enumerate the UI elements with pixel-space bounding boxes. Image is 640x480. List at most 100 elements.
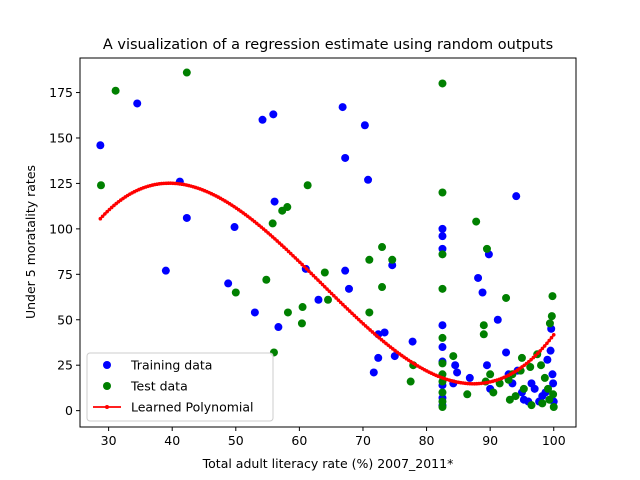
x-tick-label: 40 xyxy=(164,433,180,448)
data-point xyxy=(502,348,511,357)
regression-point xyxy=(549,335,554,340)
data-point xyxy=(380,328,389,337)
regression-point xyxy=(343,304,347,309)
regression-point xyxy=(325,287,329,291)
data-point xyxy=(182,68,191,77)
regression-point xyxy=(284,247,289,252)
regression-point xyxy=(540,346,545,351)
regression-point xyxy=(313,276,318,280)
regression-point xyxy=(352,313,357,318)
regression-point xyxy=(545,341,549,346)
legend-label-training: Training data xyxy=(130,358,212,373)
regression-point xyxy=(316,278,320,282)
data-point xyxy=(546,346,555,355)
regression-point xyxy=(341,302,345,307)
regression-point xyxy=(327,289,332,294)
x-tick-label: 90 xyxy=(482,433,498,448)
data-point xyxy=(540,373,549,382)
regression-point xyxy=(538,349,542,353)
data-point xyxy=(478,288,487,297)
legend: Training data Test data Learned Polynomi… xyxy=(86,352,274,422)
legend-label-polynomial: Learned Polynomial xyxy=(131,400,254,415)
data-point xyxy=(365,308,374,317)
x-tick-label: 100 xyxy=(542,433,566,448)
regression-point xyxy=(277,241,282,245)
data-point xyxy=(344,284,353,293)
data-point xyxy=(303,181,312,190)
regression-point xyxy=(332,293,336,298)
data-point xyxy=(438,232,447,241)
regression-point xyxy=(295,258,300,262)
legend-marker-test xyxy=(103,382,111,390)
data-point xyxy=(502,293,511,302)
data-point xyxy=(270,197,279,206)
data-point xyxy=(161,266,170,275)
regression-point xyxy=(320,282,325,287)
chart-title: A visualization of a regression estimate… xyxy=(103,37,553,53)
data-point xyxy=(133,99,142,108)
regression-point xyxy=(536,351,540,356)
data-point xyxy=(511,392,520,401)
regression-point xyxy=(334,296,338,300)
data-point xyxy=(537,361,546,370)
data-point xyxy=(549,390,558,399)
regression-point xyxy=(302,264,307,269)
data-point xyxy=(298,303,307,312)
legend-marker-polynomial xyxy=(105,405,109,409)
data-point xyxy=(486,370,495,379)
data-point xyxy=(378,283,387,292)
data-point xyxy=(438,224,447,233)
data-point xyxy=(530,384,539,393)
regression-point xyxy=(282,245,286,249)
y-tick-label: 100 xyxy=(49,221,73,236)
y-tick-label: 0 xyxy=(65,403,73,418)
data-point xyxy=(438,250,447,259)
data-point xyxy=(406,377,415,386)
data-point xyxy=(479,321,488,330)
data-point xyxy=(369,368,378,377)
data-point xyxy=(360,121,369,130)
regression-point xyxy=(542,344,547,348)
regression-point xyxy=(329,291,334,296)
regression-point xyxy=(309,271,313,276)
data-point xyxy=(489,388,498,397)
data-point xyxy=(269,110,278,119)
data-point xyxy=(548,370,557,379)
data-point xyxy=(438,388,447,397)
data-point xyxy=(438,79,447,88)
data-point xyxy=(472,217,481,226)
data-point xyxy=(320,268,329,277)
regression-point xyxy=(298,260,302,265)
regression-point xyxy=(279,243,284,247)
y-tick-label: 150 xyxy=(49,130,73,145)
data-point xyxy=(526,363,535,372)
regression-point xyxy=(105,209,109,214)
data-point xyxy=(549,379,558,388)
data-point xyxy=(283,308,292,317)
data-point xyxy=(465,373,474,382)
data-point xyxy=(378,243,387,252)
legend-marker-training xyxy=(103,361,111,369)
data-point xyxy=(543,355,552,364)
data-point xyxy=(545,319,554,328)
data-point xyxy=(96,181,105,190)
y-tick-label: 125 xyxy=(49,176,73,191)
data-point xyxy=(338,103,347,112)
data-point xyxy=(438,188,447,197)
regression-point xyxy=(345,307,350,311)
regression-point xyxy=(356,317,361,322)
data-point xyxy=(453,368,462,377)
regression-point xyxy=(311,273,316,278)
data-point xyxy=(408,337,417,346)
y-axis-label: Under 5 moratality rates xyxy=(23,165,38,319)
regression-point xyxy=(307,269,311,273)
x-tick-label: 80 xyxy=(419,433,435,448)
data-point xyxy=(182,213,191,222)
data-point xyxy=(250,308,259,317)
regression-point xyxy=(338,300,343,305)
regression-point xyxy=(359,319,363,324)
regression-point xyxy=(304,267,309,271)
regression-point xyxy=(300,262,304,267)
regression-point xyxy=(103,212,107,216)
